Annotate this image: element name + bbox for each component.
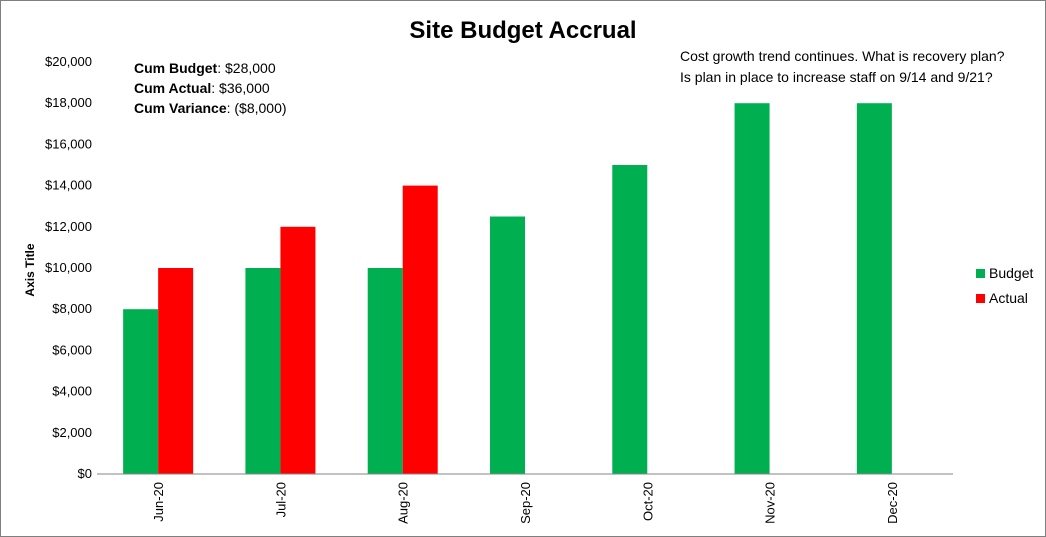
- x-tick-label: Dec-20: [885, 482, 900, 524]
- cum-variance-label: Cum Variance: [134, 100, 227, 116]
- y-tick-label: $0: [78, 466, 92, 481]
- bars: [123, 103, 892, 474]
- x-tick-label: Jul-20: [273, 482, 288, 517]
- y-tick-label: $18,000: [45, 95, 92, 110]
- legend-swatch-budget: [976, 269, 985, 278]
- x-axis-ticks: Jun-20 Jul-20 Aug-20 Sep-20 Oct-20 Nov-20 Dec-…: [151, 482, 900, 524]
- x-tick-label: Aug-20: [396, 482, 411, 524]
- bar-actual-aug-20: [402, 185, 438, 474]
- cum-budget-value: : $28,000: [217, 60, 276, 76]
- y-tick-label: $2,000: [52, 425, 92, 440]
- x-tick-label: Nov-20: [763, 482, 778, 524]
- y-tick-label: $20,000: [45, 54, 92, 69]
- bar-budget-dec-20: [856, 103, 892, 474]
- bar-budget-sep-20: [490, 216, 525, 474]
- legend-label-actual: Actual: [989, 290, 1028, 306]
- note-line-1: Cost growth trend continues. What is rec…: [680, 48, 1005, 64]
- note-line-2: Is plan in place to increase staff on 9/…: [680, 69, 993, 85]
- cum-variance-value: : ($8,000): [227, 100, 287, 116]
- legend-label-budget: Budget: [989, 265, 1033, 281]
- bar-budget-nov-20: [734, 103, 770, 474]
- y-tick-label: $14,000: [45, 178, 92, 193]
- cum-budget-line: Cum Budget: $28,000: [134, 60, 276, 76]
- bar-budget-aug-20: [367, 268, 403, 474]
- bar-actual-jul-20: [280, 226, 316, 474]
- x-tick-label: Oct-20: [640, 482, 655, 521]
- legend: Budget Actual: [976, 265, 1033, 306]
- chart-title: Site Budget Accrual: [409, 17, 636, 44]
- legend-swatch-actual: [976, 294, 985, 303]
- bar-budget-jun-20: [123, 309, 159, 474]
- y-tick-label: $16,000: [45, 136, 92, 151]
- y-tick-label: $6,000: [52, 342, 92, 357]
- summary-box: Cum Budget: $28,000 Cum Actual: $36,000 …: [134, 60, 287, 116]
- cum-budget-label: Cum Budget: [134, 60, 218, 76]
- cum-actual-value: : $36,000: [211, 80, 270, 96]
- y-tick-label: $12,000: [45, 219, 92, 234]
- x-tick-label: Sep-20: [518, 482, 533, 524]
- annotation-notes: Cost growth trend continues. What is rec…: [680, 48, 1005, 85]
- x-tick-label: Jun-20: [151, 482, 166, 522]
- y-axis-ticks: $0 $2,000 $4,000 $6,000 $8,000 $10,000 $12,000…: [45, 54, 92, 481]
- cum-actual-label: Cum Actual: [134, 80, 211, 96]
- y-tick-label: $4,000: [52, 384, 92, 399]
- cum-variance-line: Cum Variance: ($8,000): [134, 100, 287, 116]
- y-tick-label: $8,000: [52, 301, 92, 316]
- bar-budget-jul-20: [245, 268, 281, 474]
- y-axis-title: Axis Title: [23, 243, 37, 296]
- y-tick-label: $10,000: [45, 260, 92, 275]
- bar-budget-oct-20: [612, 165, 648, 474]
- cum-actual-line: Cum Actual: $36,000: [134, 80, 270, 96]
- bar-actual-jun-20: [158, 268, 194, 474]
